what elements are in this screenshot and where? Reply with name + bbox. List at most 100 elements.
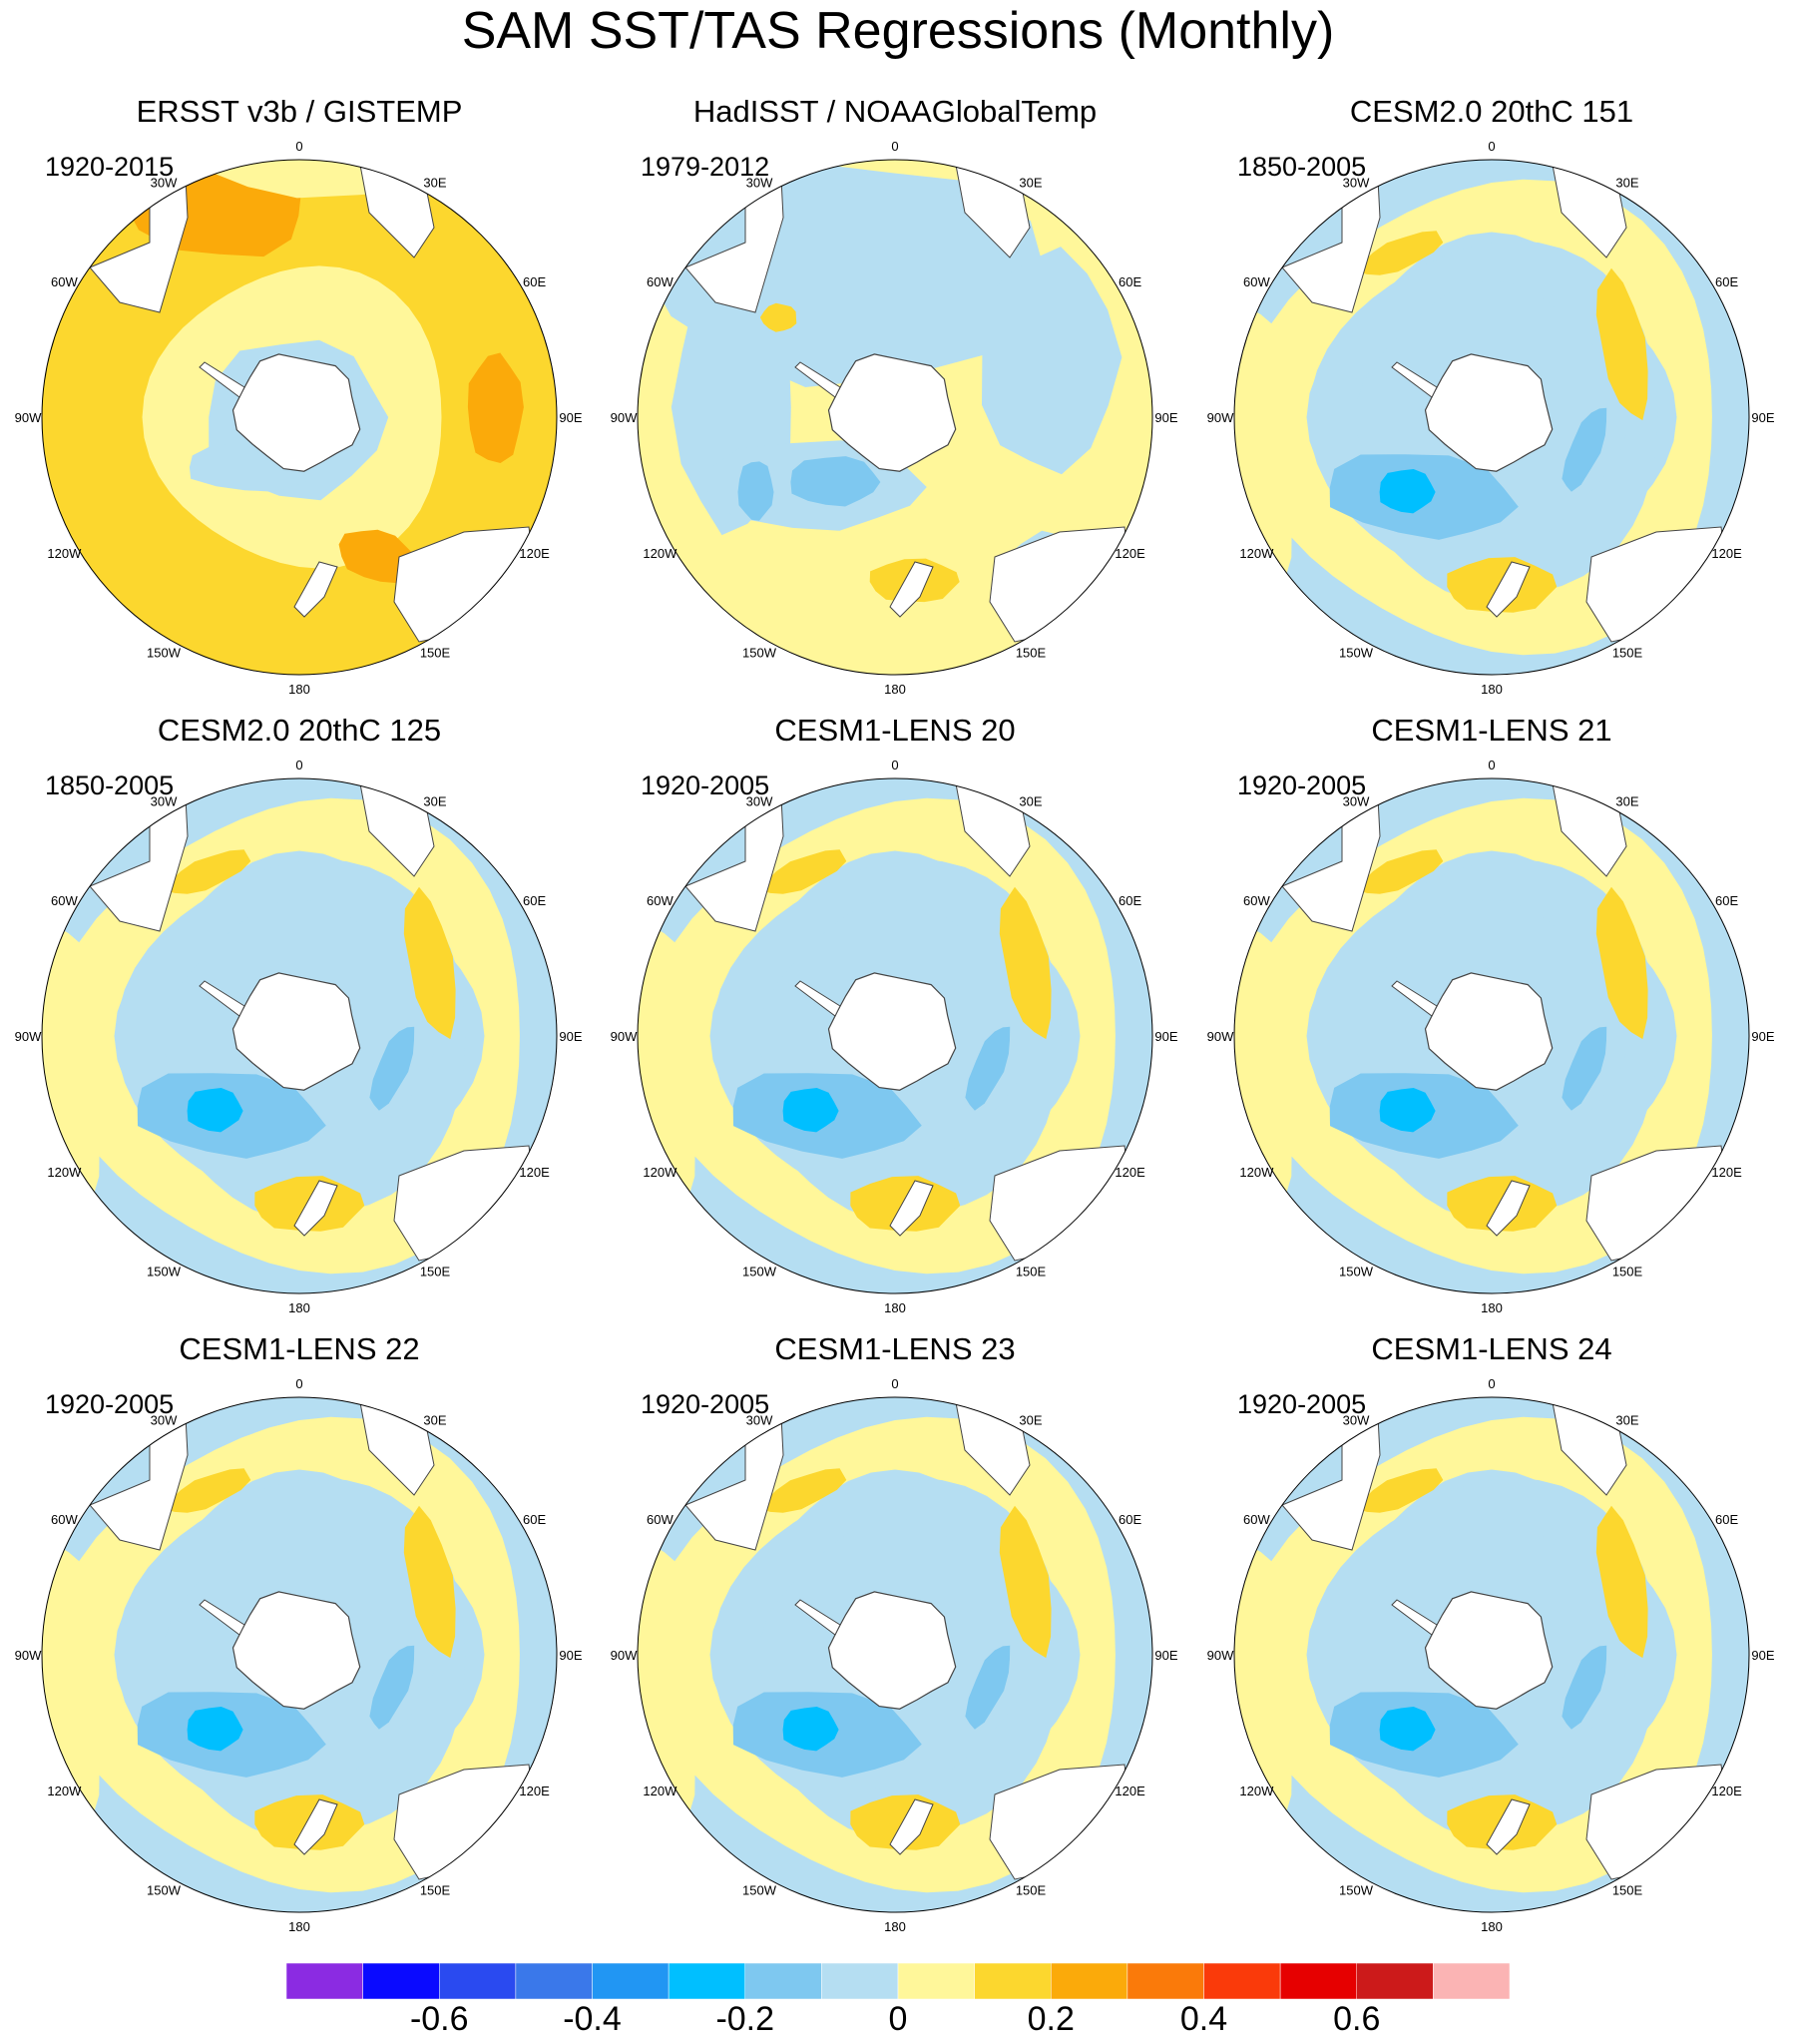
longitude-label: 60E	[1715, 893, 1738, 908]
field-ring-warm	[1242, 797, 1712, 1275]
longitude-label: 90E	[1751, 1648, 1774, 1663]
field-lobe-warm	[1234, 303, 1293, 646]
longitude-label: 120W	[47, 546, 82, 561]
colorbar-swatch	[744, 1962, 822, 2000]
field-blob-warm	[760, 1468, 847, 1513]
field-blob-cooler	[790, 456, 881, 507]
longitude-label: 60E	[1715, 274, 1738, 289]
longitude-label: 150E	[420, 646, 451, 661]
longitude-label: 90W	[1207, 1648, 1234, 1663]
longitude-label: 120E	[1115, 546, 1145, 561]
map-border	[637, 777, 1153, 1294]
new-zealand-land	[1486, 561, 1531, 618]
longitude-label: 120E	[519, 546, 550, 561]
field-lobe-warm	[638, 922, 696, 1265]
field-ring-warm	[50, 1416, 520, 1893]
map-border	[637, 1396, 1153, 1913]
panel-title: CESM1-LENS 23	[774, 1331, 1016, 1366]
field-ring-weak	[142, 265, 442, 569]
longitude-label: 30W	[1343, 1412, 1370, 1427]
map-panel: 0 30E 60E 90E 120E 150E 180 150W 120W 90W 60W 30W CE…	[596, 1238, 1194, 1934]
longitude-label: 150E	[1612, 1265, 1643, 1279]
longitude-label: 150E	[1016, 646, 1047, 661]
panel-period: 1920-2005	[641, 1389, 770, 1419]
longitude-label: 180	[884, 1300, 906, 1315]
longitude-label: 30E	[423, 793, 446, 808]
colorbar-swatch	[515, 1962, 593, 2000]
map-border	[637, 159, 1153, 676]
longitude-label: 120E	[519, 1165, 550, 1180]
longitude-label: 30W	[1343, 175, 1370, 190]
map-panel: 0 30E 60E 90E 120E 150E 180 150W 120W 90W 60W 30W CE…	[1192, 619, 1791, 1315]
longitude-label: 180	[288, 1919, 310, 1934]
longitude-label: 90E	[1751, 1029, 1774, 1044]
field-lobe-warm	[42, 1541, 101, 1883]
field-blob-warm	[1595, 1505, 1648, 1659]
panel-title: HadISST / NOAAGlobalTemp	[692, 94, 1098, 129]
panel-title: CESM1-LENS 24	[1371, 1331, 1612, 1366]
longitude-label: 120E	[1115, 1784, 1145, 1798]
longitude-label: 120W	[47, 1165, 82, 1180]
panel-title: CESM1-LENS 21	[1371, 713, 1612, 748]
longitude-label: 60W	[51, 1512, 78, 1527]
map-panel: 0 30E 60E 90E 120E 150E 180 150W 120W 90W 60W 30W ER…	[0, 0, 599, 697]
longitude-label: 150W	[742, 1883, 777, 1898]
field-blob-cooler	[369, 1026, 415, 1111]
map-border	[41, 159, 558, 676]
field-lobe-warm	[638, 1541, 696, 1883]
colorbar-swatch	[668, 1962, 746, 2000]
longitude-label: 60W	[51, 274, 78, 289]
field-blob-warm	[999, 886, 1052, 1040]
antarctic-peninsula	[1391, 361, 1438, 398]
longitude-label: 0	[295, 1376, 302, 1391]
longitude-label: 90E	[1154, 1648, 1177, 1663]
panel-period: 1920-2005	[1237, 1389, 1367, 1419]
map-panel: 0 30E 60E 90E 120E 150E 180 150W 120W 90W 60W 30W Ha…	[596, 0, 1194, 697]
longitude-label: 0	[1488, 1376, 1495, 1391]
longitude-label: 30E	[1019, 793, 1042, 808]
field-blob-cooler	[369, 1645, 415, 1730]
longitude-label: 120W	[1239, 1165, 1274, 1180]
field-blob-warm	[1357, 231, 1444, 275]
panel-title: CESM1-LENS 22	[179, 1331, 420, 1366]
colorbar-tick-label: -0.2	[715, 2000, 775, 2038]
field-blob-warm	[1357, 1468, 1444, 1513]
longitude-label: 60E	[523, 274, 546, 289]
field-blob-coolest	[187, 1088, 243, 1133]
panel-period: 1920-2015	[45, 152, 175, 182]
panel-title: CESM2.0 20thC 125	[157, 713, 442, 748]
panel-period: 1920-2005	[1237, 770, 1367, 800]
map-border	[41, 1396, 558, 1913]
field-blob-warm	[760, 849, 847, 894]
colorbar-tick-label: -0.4	[563, 2000, 622, 2038]
new-zealand-land	[889, 1180, 934, 1237]
longitude-label: 150W	[742, 646, 777, 661]
field-blob-cooler	[737, 461, 774, 521]
colorbar-tick-label: -0.6	[409, 2000, 469, 2038]
polar-map: 0 30E 60E 90E 120E 150E 180 150W 120W 90W 60W 30W	[611, 758, 1178, 1315]
longitude-label: 30W	[746, 793, 773, 808]
field-ring-warm	[1242, 1416, 1712, 1893]
panel-period: 1920-2005	[641, 770, 770, 800]
longitude-label: 120E	[1711, 1784, 1742, 1798]
longitude-label: 0	[295, 758, 302, 772]
polar-map: 0 30E 60E 90E 120E 150E 180 150W 120W 90W 60W 30W	[1207, 1376, 1775, 1934]
polar-map: 0 30E 60E 90E 120E 150E 180 150W 120W 90W 60W 30W	[1207, 139, 1775, 697]
map-border	[1233, 159, 1750, 676]
colorbar-tick-label: 0.6	[1333, 2000, 1381, 2038]
longitude-label: 30E	[1615, 793, 1638, 808]
field-blob-warm	[165, 1468, 251, 1513]
longitude-label: 0	[891, 139, 898, 154]
field-ring-warm	[50, 797, 520, 1275]
longitude-label: 90W	[611, 1648, 638, 1663]
field-blob-warm	[1595, 267, 1648, 421]
longitude-label: 30E	[1615, 1412, 1638, 1427]
field-blob-strong	[338, 529, 417, 584]
field-lobe-warm	[42, 922, 101, 1265]
field-blob-coolest	[1379, 469, 1436, 514]
new-zealand-land	[889, 1798, 934, 1855]
longitude-label: 60W	[1243, 893, 1270, 908]
longitude-label: 180	[288, 1300, 310, 1315]
panel-title: CESM1-LENS 20	[774, 713, 1016, 748]
field-blob-cooler	[1562, 1026, 1607, 1111]
